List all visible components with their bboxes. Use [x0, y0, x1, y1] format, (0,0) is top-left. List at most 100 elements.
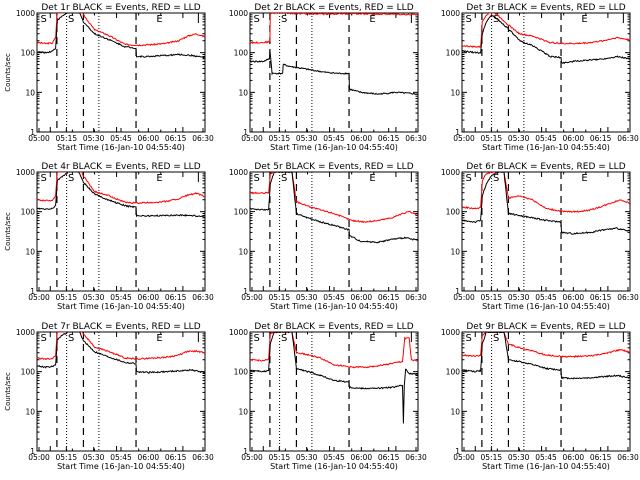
x-tick-label: 05:00 [241, 134, 263, 143]
x-tick-label: 06:15 [590, 293, 612, 302]
series-lld-line [462, 13, 630, 48]
y-tick-label: 10 [238, 88, 248, 97]
y-tick-label: 100 [446, 368, 461, 377]
start-marker: S [41, 333, 47, 344]
start-marker: S [281, 173, 287, 184]
y-tick-label: 10 [25, 247, 35, 256]
x-tick-label: 06:00 [563, 453, 585, 462]
x-tick-label: 06:30 [405, 293, 427, 302]
x-tick-label: 06:00 [138, 134, 160, 143]
x-tick-label: 06:15 [165, 134, 187, 143]
x-tick-label: 05:45 [535, 453, 557, 462]
panel-title: Det 7r BLACK = Events, RED = LLD [41, 322, 200, 332]
end-marker: E [581, 14, 587, 25]
x-tick-label: 05:45 [535, 293, 557, 302]
x-tick-label: 06:00 [563, 134, 585, 143]
series-lld-line [250, 13, 418, 45]
end-marker: E [369, 333, 375, 344]
x-tick-label: 05:30 [508, 293, 530, 302]
x-tick-label: 05:00 [28, 453, 50, 462]
panel-det-1: Det 1r BLACK = Events, RED = LLD 1 10 100 10… [4, 3, 214, 152]
start-marker: S [254, 14, 260, 25]
x-tick-label: 06:30 [617, 453, 639, 462]
x-axis-title: Start Time (16-Jan-10 04:55:40) [57, 302, 185, 311]
y-tick-label: 10 [450, 407, 460, 416]
panel-det-9: Det 9r BLACK = Events, RED = LLD 1 10 100 10… [441, 322, 639, 471]
start-marker: S [493, 333, 499, 344]
panel-title: Det 8r BLACK = Events, RED = LLD [254, 322, 413, 332]
y-tick-label: 1 [455, 128, 460, 137]
x-tick-label: 06:00 [563, 293, 585, 302]
end-marker: E [156, 173, 162, 184]
y-tick-label: 1000 [229, 328, 248, 337]
x-tick-label: 06:00 [351, 134, 373, 143]
x-tick-label: 05:15 [56, 134, 78, 143]
y-tick-label: 1 [243, 128, 248, 137]
start-marker: S [254, 333, 260, 344]
series-events-line [250, 172, 418, 244]
x-axis-title: Start Time (16-Jan-10 04:55:40) [57, 462, 185, 471]
y-tick-label: 10 [238, 247, 248, 256]
panel-title: Det 9r BLACK = Events, RED = LLD [466, 322, 625, 332]
x-tick-label: 05:30 [296, 293, 318, 302]
x-tick-label: 05:00 [241, 293, 263, 302]
y-tick-label: 1000 [16, 168, 35, 177]
panel-det-3: Det 3r BLACK = Events, RED = LLD 1 10 100 10… [441, 3, 639, 152]
y-tick-label: 10 [450, 247, 460, 256]
panel-title: Det 4r BLACK = Events, RED = LLD [41, 162, 200, 172]
end-marker: E [581, 173, 587, 184]
panel-det-6: Det 6r BLACK = Events, RED = LLD 1 10 100 10… [441, 162, 639, 311]
y-tick-label: 1 [455, 287, 460, 296]
x-tick-label: 06:00 [351, 453, 373, 462]
x-tick-label: 05:15 [269, 134, 291, 143]
x-tick-label: 05:30 [83, 293, 105, 302]
x-tick-label: 06:15 [165, 453, 187, 462]
x-tick-label: 05:00 [453, 134, 475, 143]
x-tick-label: 05:45 [110, 293, 132, 302]
start-marker: S [493, 173, 499, 184]
panel-det-2: Det 2r BLACK = Events, RED = LLD 1 10 100 10… [229, 3, 427, 152]
plot-frame [36, 171, 206, 292]
x-tick-label: 05:15 [481, 453, 503, 462]
x-tick-label: 06:30 [405, 134, 427, 143]
y-tick-label: 100 [234, 368, 249, 377]
x-tick-label: 06:15 [165, 293, 187, 302]
series-events-line [37, 172, 205, 218]
x-tick-label: 05:45 [535, 134, 557, 143]
series-events-line [37, 332, 205, 374]
start-marker: S [493, 14, 499, 25]
panel-title: Det 3r BLACK = Events, RED = LLD [466, 3, 625, 13]
x-tick-label: 06:15 [378, 453, 400, 462]
panel-title: Det 2r BLACK = Events, RED = LLD [254, 3, 413, 13]
x-axis-title: Start Time (16-Jan-10 04:55:40) [270, 302, 398, 311]
x-tick-label: 05:00 [453, 453, 475, 462]
y-tick-label: 10 [25, 88, 35, 97]
series-lld-line [462, 172, 630, 214]
x-tick-label: 06:30 [192, 134, 214, 143]
x-tick-label: 06:30 [617, 293, 639, 302]
x-tick-label: 05:00 [453, 293, 475, 302]
series-lld-line [37, 13, 205, 47]
start-marker: S [68, 173, 74, 184]
panel-title: Det 5r BLACK = Events, RED = LLD [254, 162, 413, 172]
panel-det-4: Det 4r BLACK = Events, RED = LLD 1 10 100 10… [4, 162, 214, 311]
y-tick-label: 10 [25, 407, 35, 416]
x-axis-title: Start Time (16-Jan-10 04:55:40) [270, 143, 398, 152]
x-tick-label: 05:45 [323, 293, 345, 302]
end-marker: E [581, 333, 587, 344]
x-axis-title: Start Time (16-Jan-10 04:55:40) [482, 302, 610, 311]
x-tick-label: 06:15 [378, 293, 400, 302]
x-tick-label: 05:45 [110, 453, 132, 462]
x-tick-label: 06:15 [378, 134, 400, 143]
x-axis-title: Start Time (16-Jan-10 04:55:40) [482, 462, 610, 471]
plot-frame [249, 171, 419, 292]
end-marker: E [369, 14, 375, 25]
x-tick-label: 06:30 [192, 453, 214, 462]
x-tick-label: 05:30 [83, 453, 105, 462]
start-marker: S [254, 173, 260, 184]
end-marker: E [156, 14, 162, 25]
y-tick-label: 1000 [441, 168, 460, 177]
x-tick-label: 05:30 [83, 134, 105, 143]
series-events-line [462, 13, 630, 65]
